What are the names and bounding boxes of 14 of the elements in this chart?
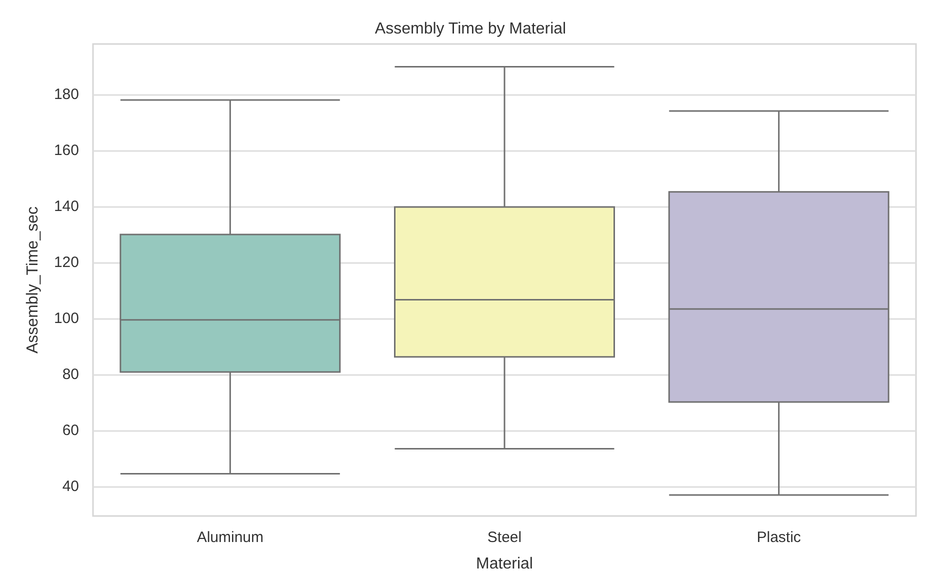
x-tick-label: Steel <box>487 529 522 546</box>
x-axis-title: Material <box>476 556 533 572</box>
chart-title: Assembly Time by Material <box>374 20 566 38</box>
y-tick-label: 140 <box>54 198 79 215</box>
y-tick-label: 160 <box>54 142 79 159</box>
x-tick-label: Plastic <box>756 529 802 546</box>
x-tick-label: Aluminum <box>196 529 264 546</box>
y-tick-label: 180 <box>54 86 79 103</box>
y-tick-label: 100 <box>54 310 79 328</box>
y-tick-label: 40 <box>62 478 79 496</box>
y-tick-label: 120 <box>54 254 79 271</box>
y-tick-label: 60 <box>62 422 79 440</box>
y-tick-label: 80 <box>62 366 79 384</box>
y-axis-title: Assembly_Time_sec <box>24 206 42 354</box>
